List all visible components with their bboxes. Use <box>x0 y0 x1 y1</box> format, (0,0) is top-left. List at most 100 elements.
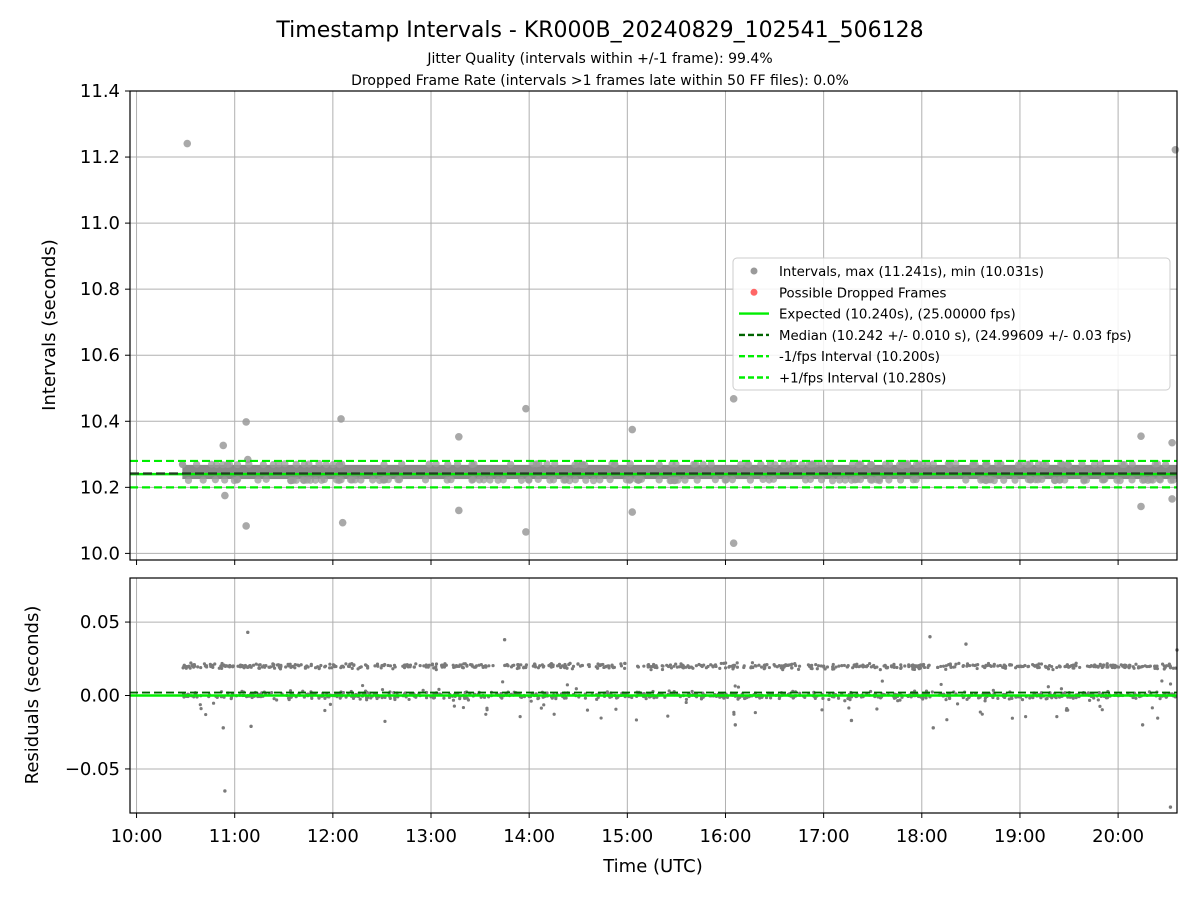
residual-point <box>309 663 313 668</box>
interval-point <box>971 460 979 469</box>
interval-point <box>1078 460 1086 468</box>
interval-point <box>769 475 778 483</box>
x-tick-label: 19:00 <box>994 826 1046 847</box>
interval-outlier-point <box>729 395 738 403</box>
residual-point <box>672 664 676 668</box>
residuals-y-label: Residuals (seconds) <box>22 606 43 785</box>
residual-point <box>965 697 969 701</box>
residual-point <box>759 665 764 669</box>
residual-point <box>865 664 870 668</box>
residual-point <box>484 712 488 716</box>
interval-point <box>380 460 388 469</box>
residual-point <box>1046 685 1050 689</box>
x-tick-label: 18:00 <box>896 826 948 847</box>
interval-point <box>912 476 920 484</box>
residual-point <box>189 661 193 665</box>
residual-point <box>358 697 362 701</box>
residual-point <box>983 665 987 669</box>
residual-point <box>348 662 352 666</box>
interval-point <box>759 475 767 484</box>
legend-label: +1/fps Interval (10.280s) <box>779 372 946 387</box>
residual-point <box>1165 664 1169 668</box>
residual-point <box>319 663 323 668</box>
residual-point <box>262 664 266 668</box>
interval-point <box>962 476 970 484</box>
residual-point <box>286 662 290 666</box>
residual-point <box>722 696 726 700</box>
residual-point <box>996 664 1000 668</box>
residual-point <box>1105 696 1109 700</box>
residual-point <box>1100 665 1104 670</box>
interval-point <box>841 476 849 484</box>
residual-point <box>594 665 598 669</box>
interval-point <box>1151 460 1159 468</box>
residual-point <box>598 663 603 667</box>
residual-point <box>529 699 533 703</box>
interval-point <box>1167 476 1175 484</box>
residual-point <box>1074 661 1078 665</box>
legend-label: Intervals, max (11.241s), min (10.031s) <box>779 265 1044 280</box>
legend-label: Median (10.242 +/- 0.010 s), (24.99609 +… <box>779 329 1132 344</box>
residual-point <box>796 667 801 671</box>
residual-point <box>198 703 202 707</box>
interval-point <box>885 476 893 484</box>
interval-point <box>219 461 227 469</box>
residual-point <box>412 665 416 669</box>
residual-point <box>1150 706 1154 710</box>
residual-point <box>328 702 333 706</box>
residual-point <box>863 664 867 668</box>
residual-point <box>407 697 411 702</box>
interval-point <box>534 475 542 484</box>
residual-point <box>366 666 370 670</box>
interval-point <box>1080 477 1088 485</box>
residual-point <box>284 665 288 669</box>
residual-point <box>996 696 1000 700</box>
residual-point <box>768 696 773 700</box>
residual-point <box>208 662 212 666</box>
residual-point <box>623 666 627 671</box>
residual-outlier-point <box>928 635 932 639</box>
residual-point <box>991 688 995 692</box>
residual-point <box>814 662 818 667</box>
interval-point <box>453 460 462 468</box>
residual-point <box>840 664 844 668</box>
residual-point <box>375 696 379 701</box>
interval-point <box>1023 460 1031 468</box>
residual-point <box>501 680 505 684</box>
residual-point <box>834 665 838 669</box>
interval-point <box>1064 461 1073 469</box>
interval-point <box>757 460 765 468</box>
interval-point <box>746 476 754 484</box>
residual-point <box>393 665 397 669</box>
residual-point <box>1001 665 1005 669</box>
residual-point <box>880 679 884 683</box>
residual-outlier-point <box>1168 805 1173 809</box>
residual-point <box>1009 663 1014 667</box>
interval-point <box>867 476 875 484</box>
residual-point <box>512 663 516 667</box>
residual-point <box>948 663 953 667</box>
residual-point <box>1155 667 1160 671</box>
residual-point <box>356 667 360 671</box>
residual-point <box>821 696 825 700</box>
interval-point <box>866 460 875 469</box>
legend-marker <box>750 288 758 296</box>
interval-point <box>848 460 857 468</box>
interval-point <box>655 461 663 469</box>
residual-point <box>679 662 683 666</box>
interval-point <box>1116 477 1124 485</box>
residual-point <box>1123 663 1127 667</box>
interval-point <box>882 460 890 468</box>
interval-point <box>633 475 641 484</box>
residual-point <box>1007 697 1011 701</box>
residual-point <box>257 666 262 670</box>
residual-point <box>871 664 875 668</box>
residual-point <box>481 665 485 670</box>
residual-point <box>317 667 321 671</box>
interval-point <box>1147 476 1155 484</box>
interval-point <box>351 476 359 484</box>
residual-point <box>1055 714 1059 719</box>
interval-point <box>574 460 582 468</box>
interval-outlier-point <box>455 506 463 515</box>
interval-point <box>853 475 861 484</box>
